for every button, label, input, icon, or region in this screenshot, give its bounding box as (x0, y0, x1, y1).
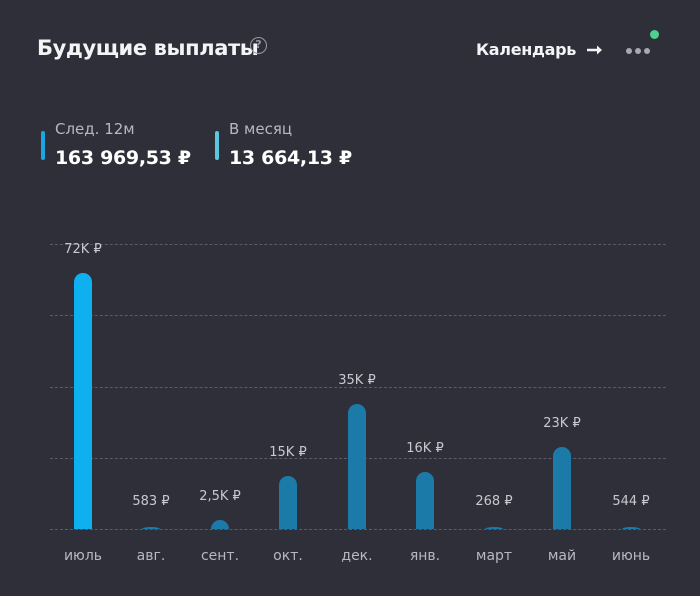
stat-color-marker (41, 131, 45, 160)
bar[interactable] (622, 527, 640, 529)
bar[interactable] (211, 520, 229, 529)
x-axis-label: окт. (273, 548, 303, 564)
stat-value: 13 664,13 ₽ (229, 147, 352, 169)
bar-column[interactable]: 35K ₽ дек. (323, 0, 391, 596)
bar-column[interactable]: 2,5K ₽ сент. (186, 0, 254, 596)
bar-value-label: 268 ₽ (475, 494, 513, 509)
gridline (50, 386, 666, 388)
gridline (50, 315, 666, 317)
bar-value-label: 72K ₽ (64, 241, 102, 257)
x-axis-label: май (547, 548, 577, 564)
bar-value-label: 23K ₽ (543, 416, 581, 432)
ellipsis-icon (626, 48, 632, 54)
page-title: Будущие выплаты (37, 36, 259, 60)
stat-value: 163 969,53 ₽ (55, 147, 191, 169)
bar[interactable] (416, 472, 434, 529)
stat-color-marker (215, 131, 219, 160)
bar-value-label: 2,5K ₽ (199, 489, 241, 505)
x-axis-label: июнь (611, 548, 651, 564)
stat-label: В месяц (229, 120, 293, 138)
bar-column[interactable]: 23K ₽ май (528, 0, 596, 596)
bar-column[interactable]: 72K ₽ июль (49, 0, 117, 596)
bar-column[interactable]: 16K ₽ янв. (391, 0, 459, 596)
x-axis-label: сент. (200, 548, 240, 564)
bar-column[interactable]: 15K ₽ окт. (254, 0, 322, 596)
bar[interactable] (279, 475, 297, 529)
x-axis-label: дек. (341, 548, 373, 564)
bar-value-label: 35K ₽ (338, 373, 376, 389)
more-options-button[interactable] (626, 44, 654, 58)
calendar-link[interactable]: Календарь (476, 40, 577, 59)
bar-column[interactable]: 583 ₽ авг. (117, 0, 185, 596)
bar[interactable] (348, 404, 366, 529)
gridline (50, 529, 666, 530)
x-axis-label: янв. (409, 548, 441, 564)
bar[interactable] (485, 527, 503, 529)
bar-value-label: 16K ₽ (406, 441, 444, 456)
question-circle-icon[interactable]: ? (250, 37, 267, 54)
bar[interactable] (142, 526, 160, 529)
bar-value-label: 583 ₽ (132, 494, 170, 509)
arrow-right-icon[interactable] (586, 43, 604, 57)
bar-value-label: 544 ₽ (612, 494, 650, 509)
x-axis-label: июль (63, 548, 103, 564)
bar-column[interactable]: 268 ₽ март (460, 0, 528, 596)
bar-value-label: 15K ₽ (269, 444, 307, 460)
gridline (50, 244, 666, 245)
bar[interactable] (553, 447, 571, 529)
stat-label: След. 12м (55, 120, 135, 138)
bar-column[interactable]: 544 ₽ июнь (597, 0, 665, 596)
bar[interactable] (74, 272, 92, 529)
status-dot (650, 30, 659, 39)
x-axis-label: март (475, 548, 513, 564)
x-axis-label: авг. (136, 548, 166, 564)
